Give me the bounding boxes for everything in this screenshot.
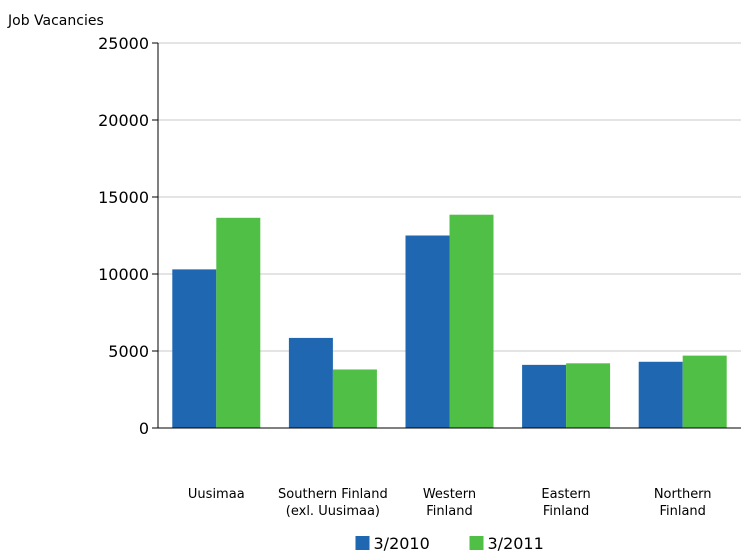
bar — [405, 235, 450, 428]
y-tick-label: 20000 — [98, 111, 149, 130]
x-tick-label: Northern — [654, 487, 712, 502]
legend-label: 3/2010 — [374, 534, 430, 553]
y-tick-label: 25000 — [98, 34, 149, 53]
bar — [638, 361, 683, 428]
x-tick-label: Western — [423, 487, 476, 502]
legend-swatch — [469, 536, 484, 550]
bar — [172, 269, 217, 428]
x-tick-label: Finland — [659, 504, 705, 519]
y-tick-label: 10000 — [98, 265, 149, 284]
bar — [216, 217, 261, 428]
x-tick-label: Finland — [426, 504, 472, 519]
axes — [157, 43, 741, 429]
y-tick-label: 5000 — [108, 342, 149, 361]
legend: 3/2010 3/2011 — [355, 534, 544, 553]
y-axis-label: Job Vacancies — [7, 13, 104, 29]
x-tick-labels: Uusimaa Southern Finland (exl. Uusimaa) Wes… — [188, 487, 712, 519]
y-tick-label: 15000 — [98, 188, 149, 207]
bars — [172, 214, 727, 428]
legend-swatch — [355, 536, 370, 550]
bar — [522, 364, 567, 428]
y-tick-labels: 0 5000 10000 15000 20000 25000 — [98, 34, 158, 438]
x-tick-label: Eastern — [541, 487, 590, 502]
bar — [332, 369, 377, 428]
x-tick-label: Uusimaa — [188, 487, 245, 502]
bar — [449, 214, 494, 428]
y-tick-label: 0 — [139, 419, 149, 438]
bar — [682, 355, 727, 428]
bar — [566, 363, 611, 428]
x-tick-label: (exl. Uusimaa) — [286, 504, 380, 519]
x-tick-label: Finland — [543, 504, 589, 519]
bar — [288, 337, 333, 428]
x-tick-label: Southern Finland — [278, 487, 388, 502]
legend-label: 3/2011 — [488, 534, 544, 553]
